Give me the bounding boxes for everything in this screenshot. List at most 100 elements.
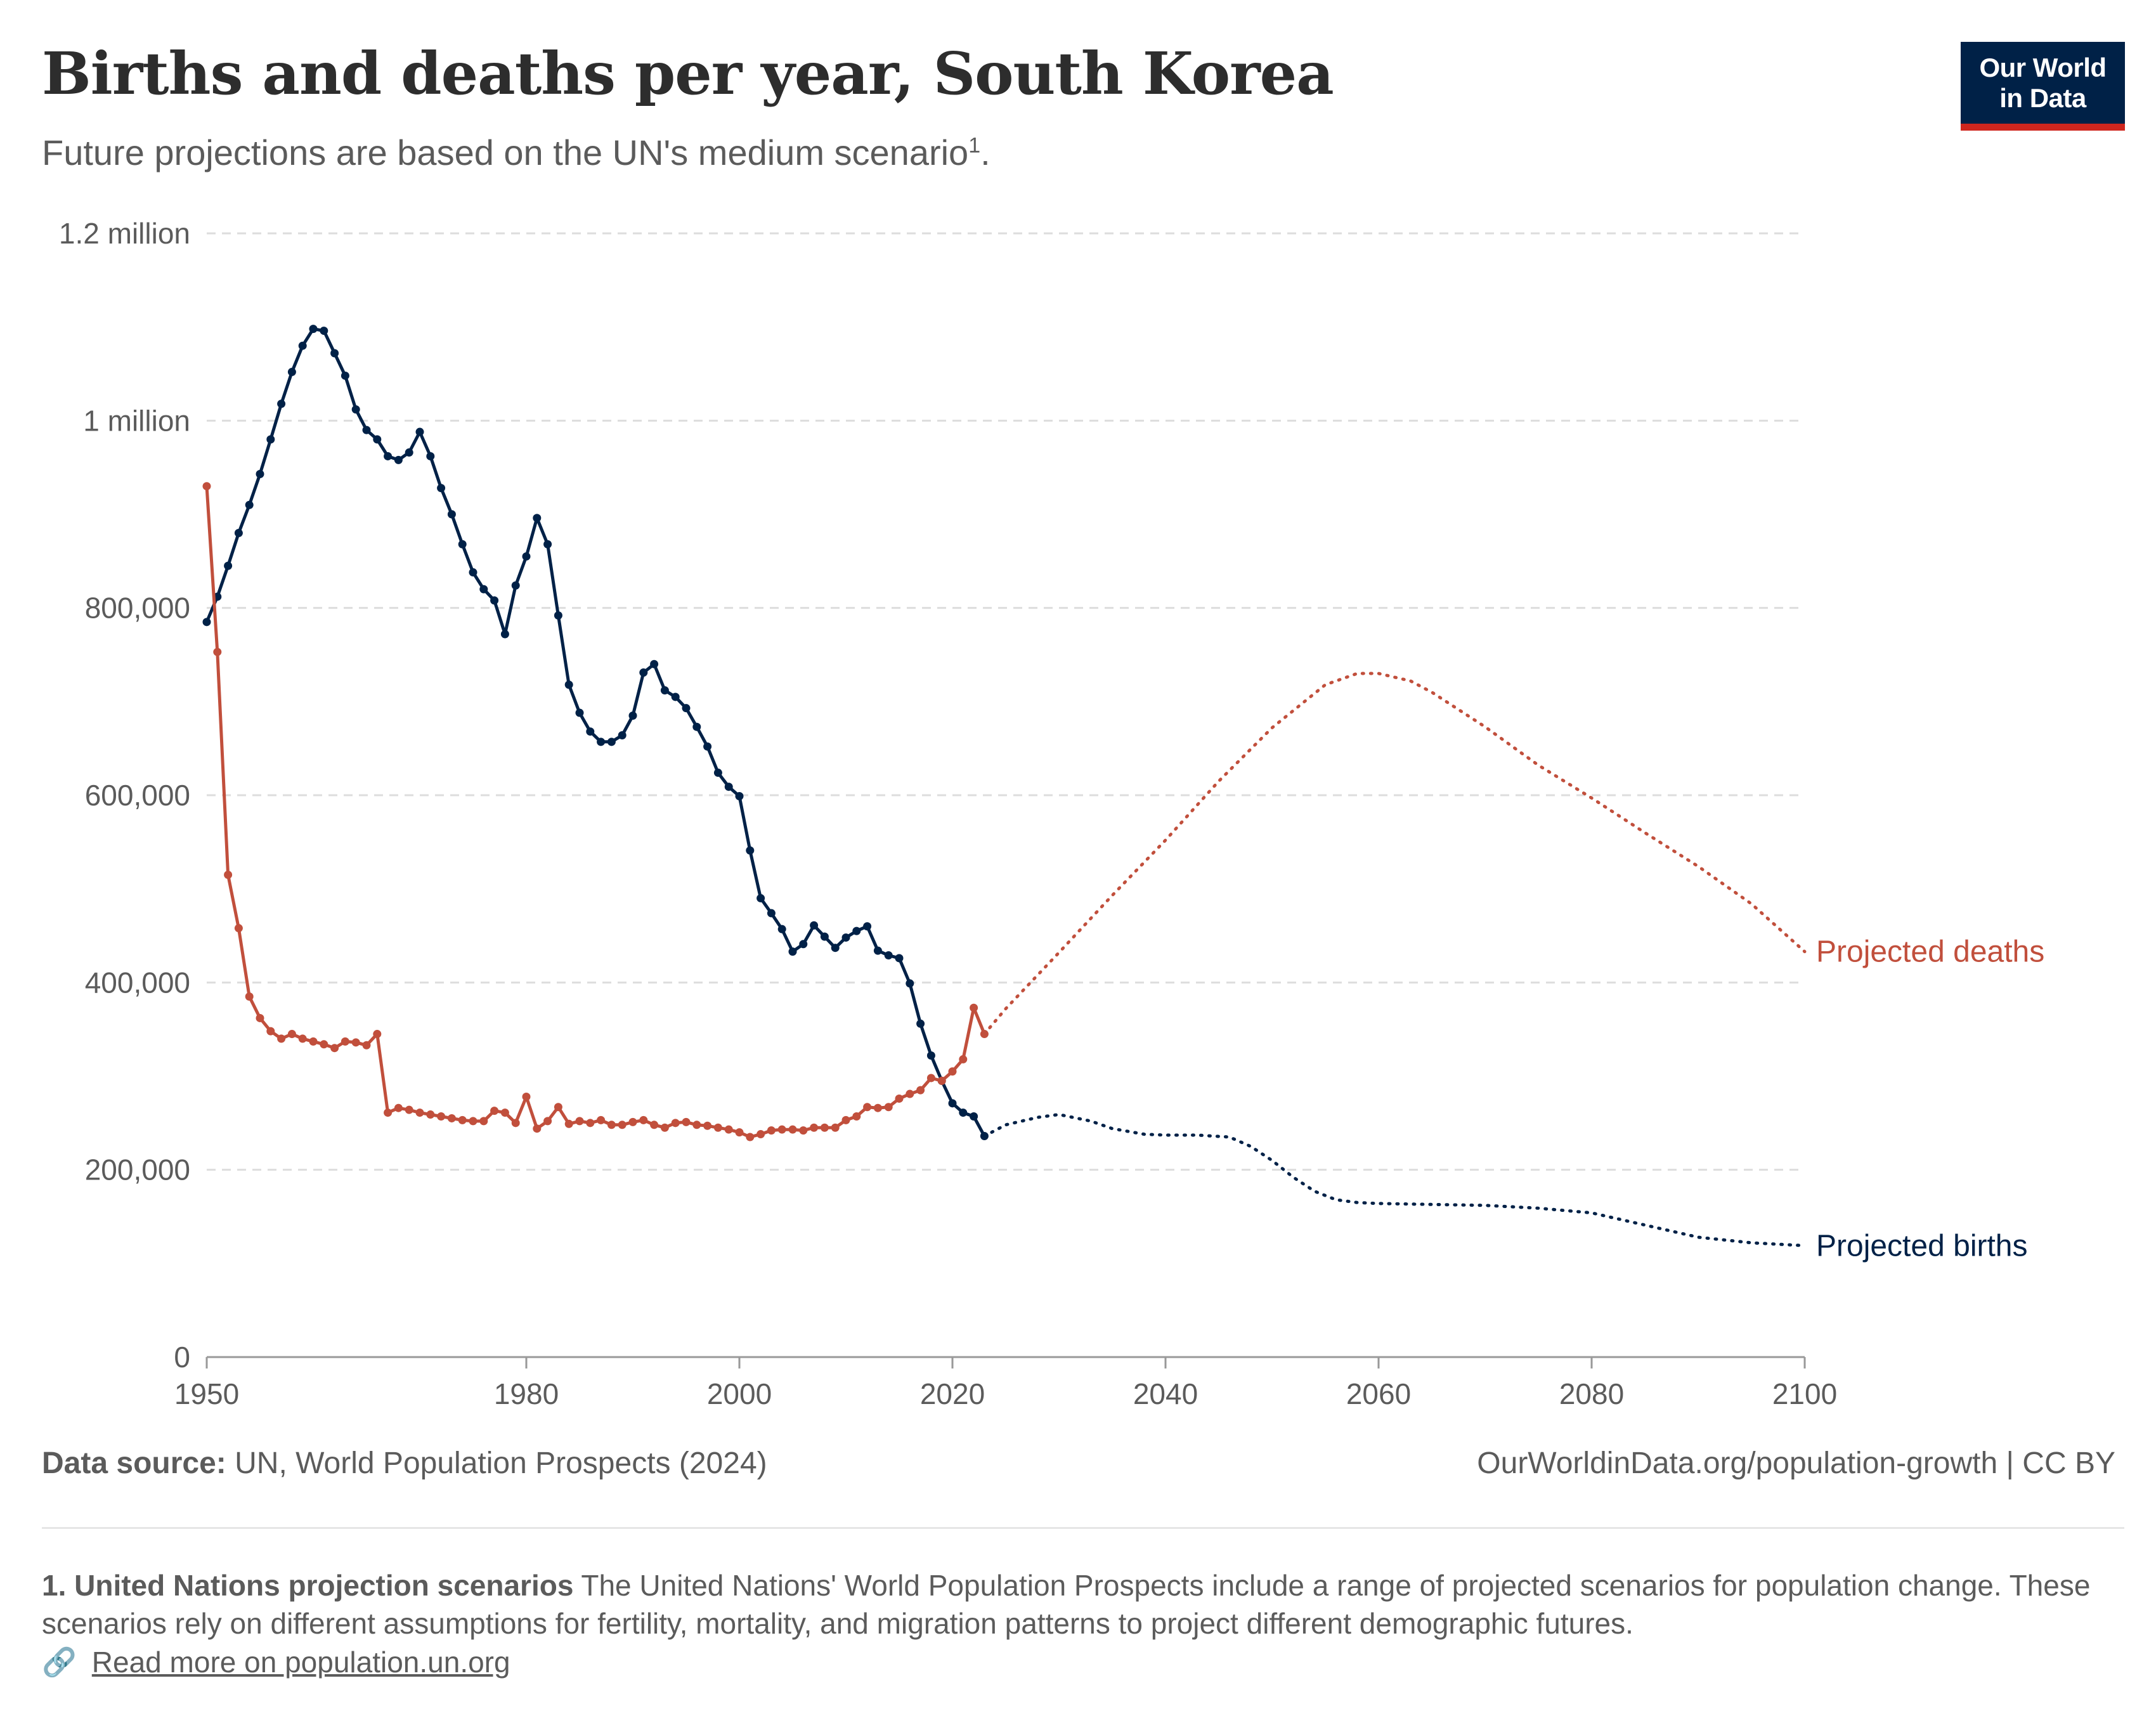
point-births-1965 — [362, 426, 371, 434]
point-births-1964 — [351, 405, 360, 414]
point-births-1998 — [713, 769, 722, 777]
point-deaths-1998 — [713, 1123, 722, 1132]
point-births-1982 — [543, 540, 552, 549]
point-deaths-1965 — [362, 1041, 371, 1050]
point-births-1972 — [437, 484, 446, 493]
logo-line-1: Our World — [1979, 52, 2107, 82]
point-births-2017 — [916, 1019, 925, 1028]
subtitle-end: . — [980, 133, 990, 172]
point-births-1977 — [490, 596, 499, 605]
line-projected-births — [982, 1113, 1807, 1247]
series-projected-births — [982, 1113, 1807, 1247]
point-births-2013 — [873, 946, 882, 955]
point-births-1985 — [575, 708, 584, 717]
point-deaths-1973 — [447, 1114, 456, 1122]
line-deaths — [205, 484, 986, 1139]
page-title: Births and deaths per year, South Korea — [42, 39, 1334, 108]
point-deaths-1995 — [682, 1117, 691, 1126]
point-births-1969 — [405, 448, 413, 457]
point-deaths-2011 — [852, 1112, 861, 1121]
point-deaths-2010 — [841, 1115, 850, 1124]
point-births-1952 — [224, 561, 233, 570]
point-deaths-1962 — [330, 1044, 339, 1053]
read-more-text[interactable]: Read more on population.un.org — [91, 1646, 510, 1679]
point-deaths-2017 — [916, 1086, 925, 1095]
point-births-2006 — [799, 940, 808, 949]
footnote-text: The United Nations' World Population Pro… — [42, 1569, 2091, 1640]
point-deaths-1976 — [479, 1117, 488, 1126]
point-births-2001 — [746, 846, 755, 855]
footnote-label: 1. United Nations projection scenarios — [42, 1569, 574, 1602]
point-deaths-1971 — [426, 1110, 435, 1119]
point-births-1953 — [234, 529, 243, 538]
point-births-2021 — [959, 1108, 968, 1117]
point-births-1984 — [564, 680, 573, 689]
point-births-1950 — [202, 618, 211, 627]
point-deaths-1958 — [287, 1030, 296, 1039]
point-deaths-2002 — [757, 1130, 765, 1139]
point-births-1958 — [287, 368, 296, 377]
series-projected-deaths — [982, 672, 1807, 1036]
footnote: 1. United Nations projection scenarios T… — [42, 1566, 2128, 1642]
point-births-2003 — [767, 909, 776, 918]
point-deaths-1961 — [320, 1040, 328, 1049]
point-deaths-1989 — [618, 1121, 627, 1129]
point-deaths-2019 — [937, 1076, 946, 1085]
point-deaths-2003 — [767, 1126, 776, 1135]
point-deaths-1986 — [586, 1119, 595, 1128]
point-deaths-1981 — [533, 1124, 542, 1133]
owid-url[interactable]: OurWorldinData.org/population-growth | C… — [1477, 1446, 2115, 1480]
y-tick-label-3: 600,000 — [85, 779, 190, 812]
point-births-1993 — [660, 686, 669, 695]
point-deaths-2008 — [820, 1123, 829, 1132]
y-tick-label-4: 800,000 — [85, 592, 190, 625]
series-births — [202, 325, 989, 1141]
logo-line-2: in Data — [1999, 82, 2086, 113]
point-deaths-1991 — [639, 1115, 648, 1124]
y-tick-label-6: 1.2 million — [59, 217, 190, 250]
series-end-labels: Projected deaths Projected births — [1816, 935, 2044, 1263]
point-births-1986 — [586, 727, 595, 736]
y-tick-label-2: 400,000 — [85, 966, 190, 999]
point-deaths-1977 — [490, 1107, 499, 1115]
point-deaths-2009 — [831, 1123, 840, 1132]
subtitle-text: Future projections are based on the UN's… — [42, 133, 969, 172]
point-deaths-1966 — [373, 1030, 382, 1039]
point-deaths-2016 — [906, 1089, 914, 1098]
point-births-1991 — [639, 668, 648, 677]
owid-logo[interactable]: Our World in Data — [1961, 42, 2125, 131]
point-births-1961 — [320, 327, 328, 335]
point-deaths-2007 — [810, 1123, 819, 1132]
point-deaths-2018 — [926, 1074, 935, 1082]
end-label-projected-deaths: Projected deaths — [1816, 935, 2044, 969]
point-births-1989 — [618, 731, 627, 739]
point-deaths-2006 — [799, 1126, 808, 1135]
point-births-2012 — [863, 922, 872, 931]
line-chart: 0 200,000 400,000 600,000 800,000 1 million 1.… — [59, 217, 2044, 1410]
x-tick-label-4: 2040 — [1133, 1377, 1198, 1410]
x-tick-label-0: 1950 — [174, 1377, 239, 1410]
point-deaths-1960 — [309, 1037, 318, 1046]
point-deaths-1952 — [224, 871, 233, 880]
read-more-link[interactable]: 🔗 Read more on population.un.org — [42, 1645, 510, 1679]
point-deaths-1967 — [384, 1108, 393, 1117]
point-births-1997 — [703, 742, 712, 751]
point-births-1971 — [426, 452, 435, 460]
x-axis: 1950 1980 2000 2020 2040 2060 2080 2100 — [174, 1356, 1837, 1410]
point-births-1955 — [256, 470, 264, 479]
point-births-1973 — [447, 510, 456, 519]
point-births-1956 — [266, 435, 275, 444]
point-deaths-1974 — [458, 1115, 467, 1124]
point-births-2018 — [926, 1051, 935, 1060]
point-births-1960 — [309, 325, 318, 334]
point-births-2010 — [841, 933, 850, 942]
point-deaths-1969 — [405, 1105, 413, 1114]
point-deaths-2000 — [735, 1128, 744, 1137]
point-births-2015 — [895, 954, 904, 963]
point-births-2007 — [810, 921, 819, 930]
footnote-mark[interactable]: 1 — [968, 133, 981, 158]
point-deaths-1955 — [256, 1013, 264, 1022]
series-lines — [202, 325, 1807, 1247]
point-births-1987 — [597, 738, 606, 746]
point-births-2022 — [970, 1112, 978, 1121]
